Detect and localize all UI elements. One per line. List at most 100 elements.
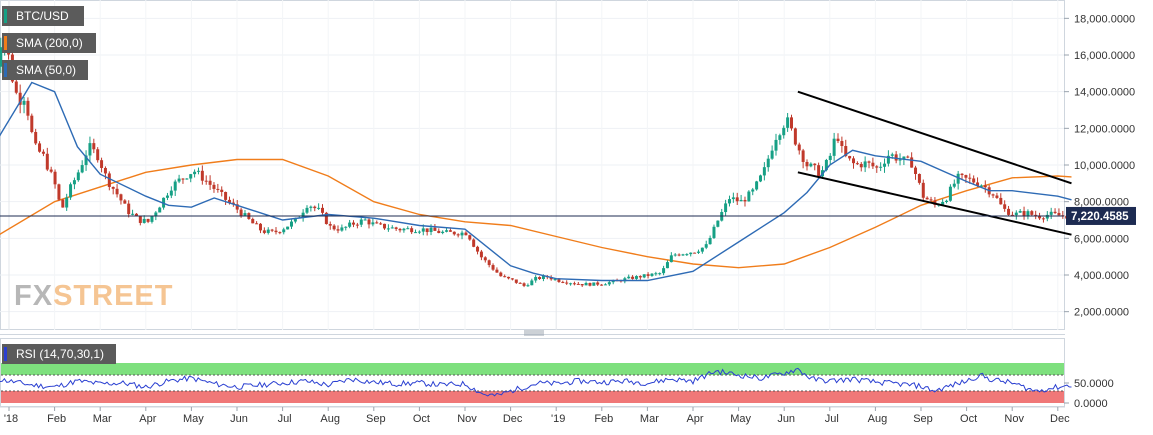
overbought-zone bbox=[1, 363, 1064, 375]
candle-body bbox=[45, 153, 49, 170]
price-tick-label: 2,000.0000 bbox=[1074, 307, 1129, 319]
candle-body bbox=[313, 206, 317, 209]
candle-body bbox=[398, 228, 402, 231]
candle-body bbox=[1010, 214, 1014, 216]
candle-body bbox=[809, 163, 813, 167]
time-tick-label: Jun bbox=[230, 413, 248, 425]
candle-body bbox=[611, 280, 615, 283]
candle-body bbox=[181, 178, 185, 180]
candle-body bbox=[596, 282, 600, 285]
time-tick-label: Nov bbox=[1004, 413, 1024, 425]
candle-body bbox=[38, 143, 42, 152]
candle-body bbox=[991, 194, 995, 196]
candle-body bbox=[859, 163, 863, 168]
candle-body bbox=[906, 156, 910, 158]
candle-body bbox=[514, 279, 518, 283]
candle-body bbox=[425, 228, 429, 233]
price-tick-label: 14,000.0000 bbox=[1074, 87, 1135, 99]
rsi-tick-label: 0.0000 bbox=[1074, 398, 1108, 410]
candle-body bbox=[390, 227, 394, 229]
candle-body bbox=[669, 255, 673, 263]
candle-body bbox=[262, 230, 266, 233]
candle-body bbox=[875, 166, 879, 168]
candle-body bbox=[61, 199, 65, 208]
candle-body bbox=[646, 274, 650, 276]
candle-body bbox=[173, 181, 177, 191]
time-tick-label: Apr bbox=[686, 413, 703, 425]
candle-body bbox=[437, 230, 441, 234]
candle-body bbox=[917, 173, 921, 183]
candle-body bbox=[549, 277, 553, 280]
time-tick-label: May bbox=[183, 413, 204, 425]
candle-body bbox=[762, 167, 766, 176]
candle-body bbox=[658, 273, 662, 275]
legend-symbol[interactable]: BTC/USD bbox=[2, 6, 84, 26]
candle-body bbox=[832, 138, 836, 156]
candle-body bbox=[448, 230, 452, 232]
time-tick-label: '19 bbox=[551, 413, 565, 425]
candle-body bbox=[972, 178, 976, 183]
trendline-lower bbox=[797, 171, 1072, 236]
candle-body bbox=[522, 283, 526, 286]
candle-body bbox=[107, 173, 111, 187]
candle-body bbox=[127, 203, 131, 215]
trendline-layer bbox=[797, 90, 1072, 236]
candle-body bbox=[14, 81, 18, 93]
candle-body bbox=[747, 191, 751, 202]
candle-body bbox=[332, 225, 336, 230]
time-tick-label: Aug bbox=[320, 413, 340, 425]
legend-rsi[interactable]: RSI (14,70,30,1) bbox=[2, 344, 116, 364]
candle-body bbox=[855, 163, 859, 165]
candle-body bbox=[1014, 212, 1018, 216]
candle-body bbox=[588, 282, 592, 286]
candle-body bbox=[134, 213, 138, 216]
candle-body bbox=[863, 161, 867, 168]
candle-body bbox=[123, 200, 127, 204]
candle-body bbox=[964, 175, 968, 178]
candle-body bbox=[371, 222, 375, 225]
price-tick-label: 6,000.0000 bbox=[1074, 233, 1129, 245]
candle-body bbox=[278, 232, 282, 234]
candle-body bbox=[487, 260, 491, 266]
candle-body bbox=[704, 244, 708, 248]
legend-rsi-label: RSI (14,70,30,1) bbox=[16, 347, 105, 361]
candle-body bbox=[328, 224, 332, 226]
rsi-line bbox=[0, 367, 1072, 397]
candle-body bbox=[383, 223, 387, 229]
candle-body bbox=[340, 227, 344, 231]
candle-body bbox=[902, 156, 906, 160]
candle-body bbox=[557, 279, 561, 282]
legend-sma50[interactable]: SMA (50,0) bbox=[2, 60, 88, 80]
candle-body bbox=[786, 117, 790, 128]
price-tick-label: 10,000.0000 bbox=[1074, 160, 1135, 172]
candle-body bbox=[0, 47, 3, 67]
candle-body bbox=[472, 239, 476, 247]
candle-body bbox=[534, 277, 538, 281]
time-tick-label: Dec bbox=[503, 413, 523, 425]
rsi-swatch bbox=[4, 347, 7, 361]
time-axis: '18 Feb Mar Apr May Jun Jul Aug Sep Oct Nov Dec '19 F… bbox=[0, 406, 1070, 425]
pane-resize-handle[interactable] bbox=[524, 330, 544, 336]
candle-body bbox=[30, 115, 34, 132]
candle-body bbox=[321, 207, 324, 213]
candle-body bbox=[57, 184, 61, 200]
candle-body bbox=[76, 172, 80, 181]
candle-body bbox=[200, 170, 204, 181]
candle-body bbox=[154, 212, 158, 217]
candle-body bbox=[696, 251, 700, 253]
candle-body bbox=[119, 194, 123, 201]
legend-sma200[interactable]: SMA (200,0) bbox=[2, 33, 96, 53]
candle-body bbox=[801, 150, 805, 162]
candle-body bbox=[976, 182, 980, 186]
candle-body bbox=[1007, 208, 1011, 215]
candle-body bbox=[363, 219, 367, 221]
candle-body bbox=[700, 247, 704, 252]
candle-body bbox=[886, 155, 890, 164]
candle-body bbox=[309, 206, 313, 208]
candle-body bbox=[510, 278, 514, 280]
legend-symbol-label: BTC/USD bbox=[16, 9, 69, 23]
candle-body bbox=[925, 197, 929, 200]
candle-body bbox=[642, 274, 646, 278]
candle-body bbox=[805, 161, 809, 167]
candle-body bbox=[189, 174, 193, 179]
